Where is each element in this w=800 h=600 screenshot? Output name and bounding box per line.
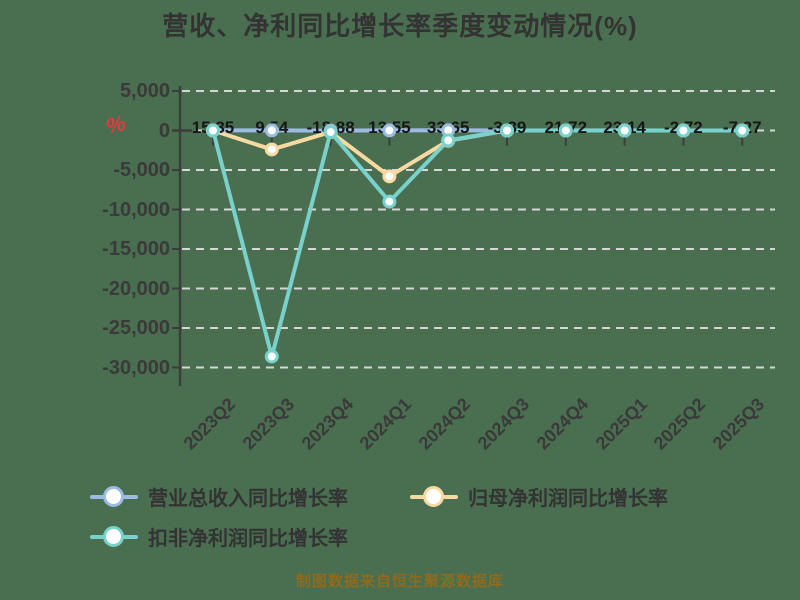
y-axis-tick-label: -15,000 <box>102 238 170 260</box>
y-axis-tick-label: 0 <box>158 119 170 142</box>
legend-item-net-profit-growth[interactable]: 归母净利润同比增长率 <box>410 482 668 511</box>
legend-item-revenue-growth[interactable]: 营业总收入同比增长率 <box>90 482 348 511</box>
legend-item-deducted-profit-growth[interactable]: 扣非净利润同比增长率 <box>90 522 348 551</box>
y-axis-tick-label: -5,000 <box>113 159 170 181</box>
y-axis-tick-label: -30,000 <box>102 356 170 379</box>
net-profit-series-marker-icon <box>410 485 458 508</box>
y-axis-tick-label: 5,000 <box>119 80 170 102</box>
legend-label-net-profit-growth: 归母净利润同比增长率 <box>468 488 668 510</box>
legend-label-deducted-profit-growth: 扣非净利润同比增长率 <box>148 528 348 550</box>
data-source-note: 制图数据来自恒生聚源数据库 <box>295 573 504 590</box>
chart-title: 营收、净利同比增长率季度变动情况(%) <box>162 11 638 41</box>
y-axis-tick-label: -25,000 <box>102 317 170 339</box>
legend-label-revenue-growth: 营业总收入同比增长率 <box>148 488 348 510</box>
y-axis-tick-label: -10,000 <box>102 198 170 221</box>
y-axis-tick-label: -20,000 <box>102 277 170 300</box>
deducted-profit-series-marker-icon <box>90 525 138 548</box>
revenue-series-marker-icon <box>90 485 138 508</box>
